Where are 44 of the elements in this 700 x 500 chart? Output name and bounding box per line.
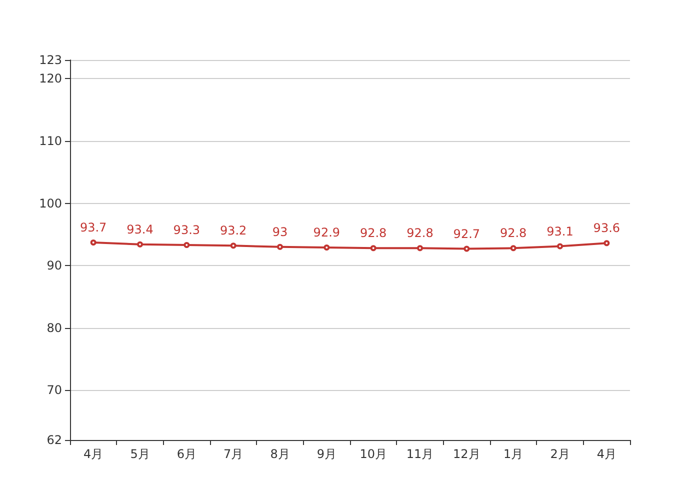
- point: [464, 246, 470, 252]
- data-label: 92.8: [360, 226, 387, 240]
- y-tick-label: 100: [39, 196, 62, 210]
- data-label: 93.1: [546, 224, 574, 238]
- point: [90, 240, 96, 246]
- x-tick-label: 11月: [406, 447, 434, 461]
- x-tick-label: 9月: [316, 447, 336, 461]
- point: [137, 241, 143, 248]
- x-tick-label: 7月: [224, 447, 244, 461]
- x-tick-label: 4月: [596, 447, 616, 461]
- y-tick-label: 90: [46, 258, 62, 273]
- point: [417, 245, 423, 252]
- y-tick-label: 70: [46, 383, 62, 398]
- y-tick-label: 123: [39, 53, 62, 67]
- x-tick-label: 6月: [176, 447, 196, 461]
- point: [324, 244, 330, 251]
- data-label: 93.4: [126, 222, 154, 236]
- point: [277, 244, 283, 250]
- y-tick-label: 62: [46, 433, 62, 447]
- data-label: 93.7: [80, 220, 107, 235]
- x-tick-label: 12月: [453, 447, 480, 461]
- point: [510, 245, 516, 252]
- data-label: 93.3: [173, 223, 200, 238]
- x-tick-label: 8月: [270, 447, 290, 461]
- data-label: 92.8: [500, 226, 527, 240]
- x-tick-label: 5月: [130, 447, 150, 461]
- data-label: 92.8: [406, 226, 434, 240]
- data-label: 92.9: [313, 226, 340, 240]
- point: [230, 242, 236, 249]
- y-tick-label: 120: [39, 72, 62, 86]
- x-tick-label: 10月: [360, 447, 387, 461]
- data-label: 93: [272, 224, 288, 239]
- point: [184, 242, 190, 248]
- data-label: 93.2: [220, 224, 247, 238]
- x-tick-label: 4月: [84, 447, 104, 461]
- x-tick-label: 2月: [550, 447, 570, 461]
- x-tick-label: 1月: [504, 447, 524, 461]
- point: [604, 240, 610, 246]
- point: [557, 243, 563, 250]
- data-label: 92.7: [453, 226, 480, 241]
- y-tick-label: 80: [46, 320, 62, 335]
- y-tick-label: 110: [39, 134, 62, 148]
- point: [370, 245, 376, 252]
- data-label: 93.6: [593, 221, 620, 236]
